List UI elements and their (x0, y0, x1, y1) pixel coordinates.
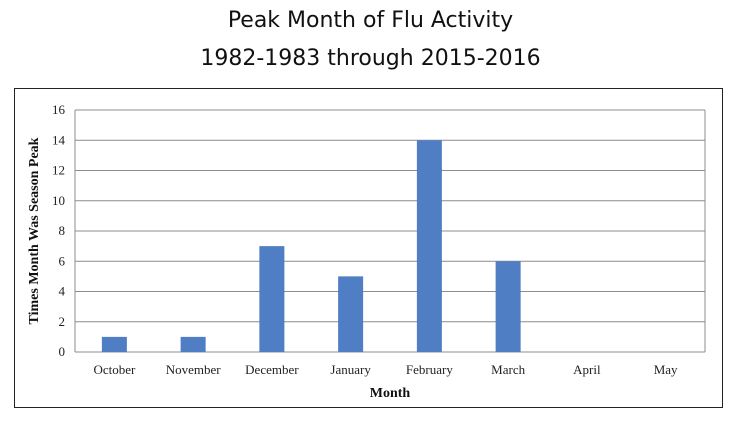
x-tick-label: May (654, 362, 678, 377)
x-tick-label: March (491, 362, 525, 377)
gridlines (74, 109, 706, 353)
y-axis-title: Times Month Was Season Peak (27, 137, 42, 324)
y-tick-label: 0 (59, 344, 66, 359)
chart-frame (14, 88, 723, 408)
x-axis-title: Month (370, 386, 411, 401)
x-tick-label: April (573, 362, 601, 377)
x-tick-label: November (166, 362, 222, 377)
bar-november (180, 336, 206, 352)
y-tick-label: 2 (59, 314, 66, 329)
y-tick-label: 4 (59, 284, 66, 299)
bar-february (416, 140, 442, 352)
bar-march (495, 261, 521, 352)
y-tick-label: 6 (59, 253, 66, 268)
x-tick-label: February (406, 362, 453, 377)
chart-title-line-1: Peak Month of Flu Activity (227, 8, 514, 33)
chart-title-line-2: 1982-1983 through 2015-2016 (200, 46, 541, 71)
x-tick-label: October (93, 362, 136, 377)
bar-october (101, 336, 127, 352)
y-tick-label: 10 (52, 193, 65, 208)
x-tick-label: January (330, 362, 371, 377)
x-tick-labels: October November December January February Ma… (93, 362, 678, 377)
bar-january (338, 276, 364, 352)
bar-december (259, 246, 285, 352)
y-tick-labels: 0 2 4 6 8 10 12 14 16 (52, 102, 66, 359)
y-tick-label: 14 (52, 132, 66, 147)
x-tick-label: December (245, 362, 299, 377)
y-tick-label: 12 (52, 163, 65, 178)
y-tick-label: 16 (52, 102, 66, 117)
bars (101, 140, 521, 352)
y-tick-label: 8 (59, 223, 66, 238)
